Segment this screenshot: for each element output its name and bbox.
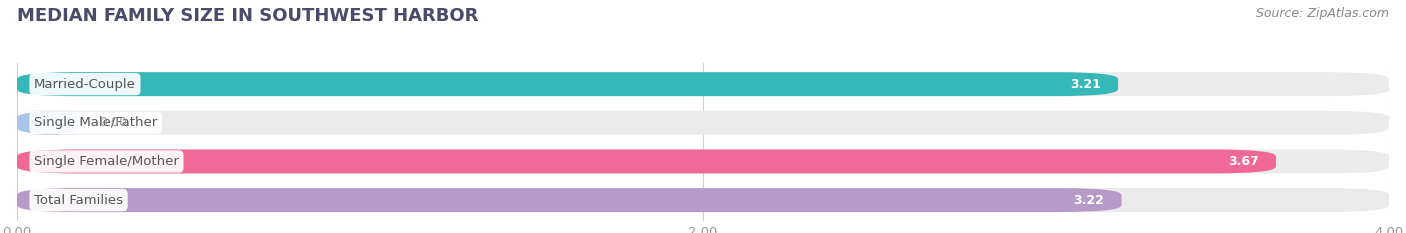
Text: MEDIAN FAMILY SIZE IN SOUTHWEST HARBOR: MEDIAN FAMILY SIZE IN SOUTHWEST HARBOR xyxy=(17,7,478,25)
FancyBboxPatch shape xyxy=(17,150,1275,173)
FancyBboxPatch shape xyxy=(17,111,1389,135)
Text: Total Families: Total Families xyxy=(34,194,124,207)
Text: 0.00: 0.00 xyxy=(100,116,127,129)
Text: Single Female/Mother: Single Female/Mother xyxy=(34,155,179,168)
Text: 3.67: 3.67 xyxy=(1227,155,1258,168)
Text: Single Male/Father: Single Male/Father xyxy=(34,116,157,129)
FancyBboxPatch shape xyxy=(17,111,79,135)
FancyBboxPatch shape xyxy=(17,150,1389,173)
FancyBboxPatch shape xyxy=(17,72,1389,96)
Text: 3.22: 3.22 xyxy=(1074,194,1104,207)
Text: Married-Couple: Married-Couple xyxy=(34,78,136,91)
FancyBboxPatch shape xyxy=(17,188,1389,212)
Text: Source: ZipAtlas.com: Source: ZipAtlas.com xyxy=(1256,7,1389,20)
FancyBboxPatch shape xyxy=(17,188,1122,212)
FancyBboxPatch shape xyxy=(17,72,1118,96)
Text: 3.21: 3.21 xyxy=(1070,78,1101,91)
